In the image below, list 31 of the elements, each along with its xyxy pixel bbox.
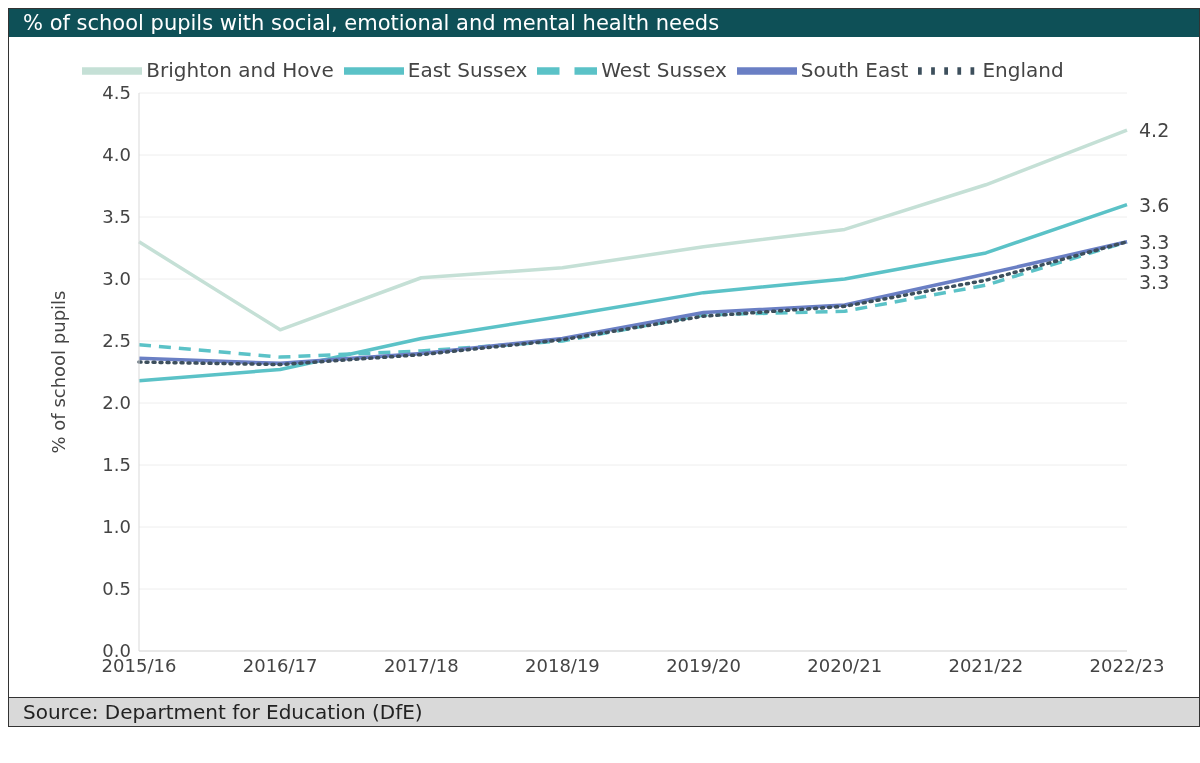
data-label: 3.3 — [1139, 270, 1170, 293]
y-tick-label: 4.0 — [102, 144, 131, 166]
y-tick-label: 3.5 — [102, 206, 131, 228]
legend-label: South East — [800, 57, 909, 82]
y-tick-label: 1.0 — [102, 516, 131, 538]
line-series — [137, 202, 1129, 383]
legend-label: East Sussex — [407, 57, 528, 82]
data-label: 3.6 — [1139, 193, 1170, 216]
chart-title: % of school pupils with social, emotional and mental health needs — [9, 9, 1199, 37]
y-tick-label: 4.5 — [102, 82, 131, 104]
data-label: 3.3 — [1139, 250, 1170, 273]
source-note: Source: Department for Education (DfE) — [9, 697, 1199, 726]
y-tick-label: 2.5 — [102, 330, 131, 352]
line-series — [137, 128, 1129, 332]
y-tick-label: 3.0 — [102, 268, 131, 290]
legend-label: Brighton and Hove — [146, 57, 334, 82]
x-tick-label: 2020/21 — [807, 654, 883, 676]
x-tick-label: 2016/17 — [242, 654, 318, 676]
y-tick-label: 1.5 — [102, 454, 131, 476]
y-tick-label: 2.0 — [102, 392, 131, 414]
y-axis-title: % of school pupils — [48, 290, 70, 454]
x-tick-label: 2018/19 — [525, 654, 600, 676]
legend-label: West Sussex — [601, 57, 727, 82]
data-label: 4.2 — [1139, 119, 1170, 142]
legend-label: England — [982, 57, 1064, 82]
data-label: 3.3 — [1139, 230, 1170, 253]
x-tick-label: 2022/23 — [1089, 654, 1165, 676]
x-tick-label: 2017/18 — [383, 654, 459, 676]
x-tick-label: 2021/22 — [948, 654, 1024, 676]
x-tick-label: 2019/20 — [666, 654, 741, 676]
y-tick-label: 0.5 — [102, 578, 131, 600]
